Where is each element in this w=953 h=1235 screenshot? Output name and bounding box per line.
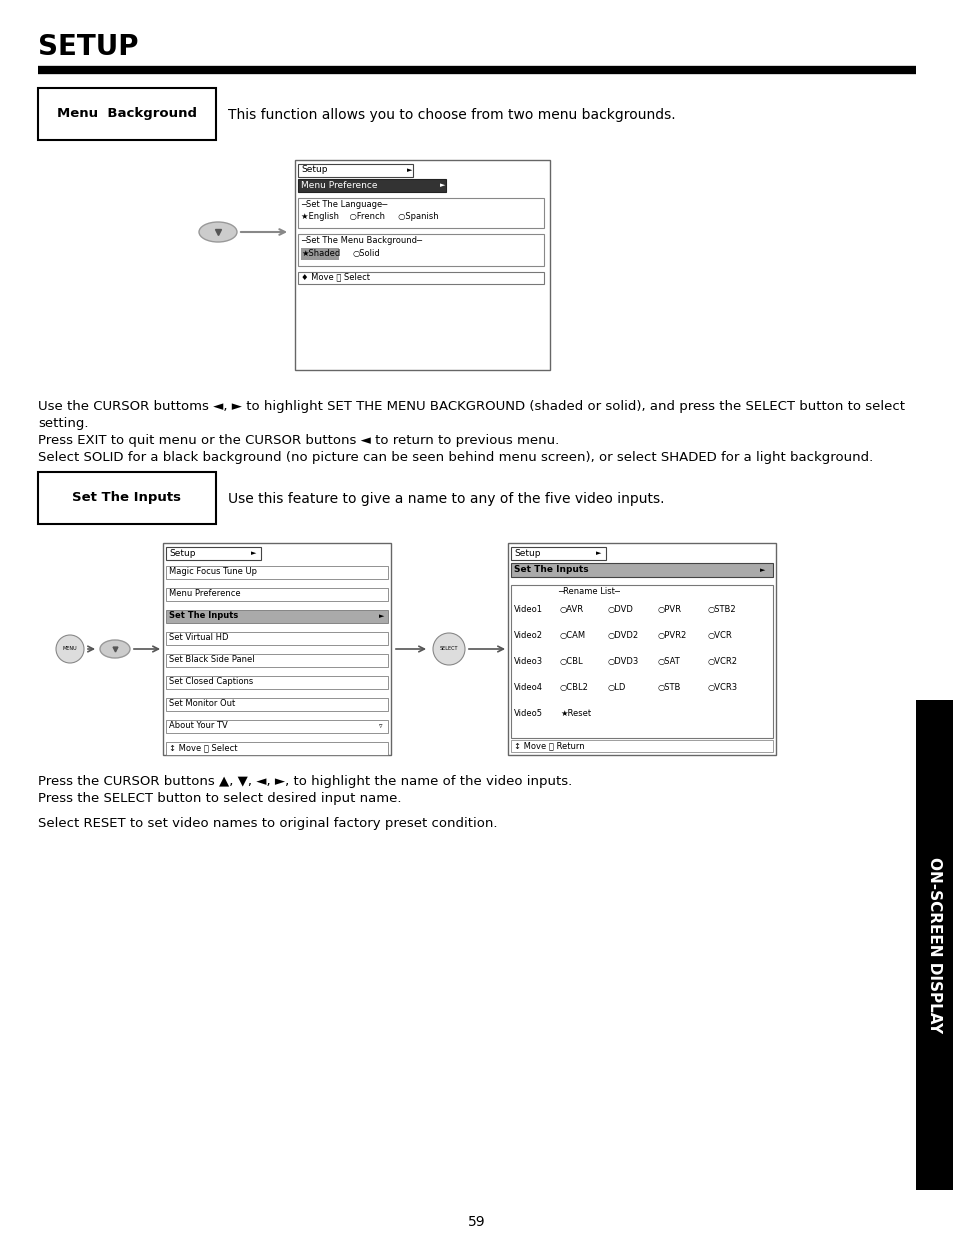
Text: ○LD: ○LD [607,683,626,692]
Text: ─Rename List─: ─Rename List─ [558,587,619,597]
Bar [38,88,215,140]
Text: Select SOLID for a black background (no picture can be seen behind menu screen),: Select SOLID for a black background (no … [38,451,872,464]
Text: Video2: Video2 [514,631,542,640]
Text: ○PVR2: ○PVR2 [658,631,686,640]
Ellipse shape [100,640,130,658]
Text: Set Black Side Panel: Set Black Side Panel [169,656,254,664]
Ellipse shape [199,222,236,242]
Text: 59: 59 [468,1215,485,1229]
Text: Video3: Video3 [514,657,542,666]
Text: Video1: Video1 [514,605,542,614]
Bar [163,543,391,755]
Text: Set Monitor Out: Set Monitor Out [169,699,235,709]
Text: Set Closed Captions: Set Closed Captions [169,678,253,687]
Text: setting.: setting. [38,417,89,430]
Text: Use the CURSOR buttoms ◄, ► to highlight SET THE MENU BACKGROUND (shaded or soli: Use the CURSOR buttoms ◄, ► to highlight… [38,400,904,412]
Bar [297,233,543,266]
Bar [166,698,388,711]
Text: SETUP: SETUP [38,33,138,61]
Text: ►: ► [407,167,412,173]
Text: Menu  Background: Menu Background [57,107,196,121]
Text: Video4: Video4 [514,683,542,692]
Bar [511,563,772,577]
Text: Press EXIT to quit menu or the CURSOR buttons ◄ to return to previous menu.: Press EXIT to quit menu or the CURSOR bu… [38,433,558,447]
Text: ►: ► [251,550,256,556]
Text: Press the CURSOR buttons ▲, ▼, ◄, ►, to highlight the name of the video inputs.: Press the CURSOR buttons ▲, ▼, ◄, ►, to … [38,776,572,788]
Text: ○SAT: ○SAT [658,657,680,666]
Text: ○DVD3: ○DVD3 [607,657,639,666]
Text: ○DVD2: ○DVD2 [607,631,639,640]
Text: SELECT: SELECT [439,646,457,652]
Bar [511,740,772,752]
Text: Press the SELECT button to select desired input name.: Press the SELECT button to select desire… [38,792,401,805]
Text: ○DVD: ○DVD [607,605,633,614]
Text: Use this feature to give a name to any of the five video inputs.: Use this feature to give a name to any o… [228,492,664,506]
Circle shape [433,634,464,664]
Text: ►: ► [596,550,600,556]
Bar [297,272,543,284]
Text: ○AVR: ○AVR [559,605,583,614]
Bar [166,547,261,559]
Bar [511,547,605,559]
Text: ↕ Move Ⓢ Select: ↕ Move Ⓢ Select [169,743,237,752]
Text: ►: ► [439,182,445,188]
Text: ▿: ▿ [378,722,382,729]
Text: Menu Preference: Menu Preference [301,180,377,189]
Bar [166,720,388,734]
Circle shape [56,635,84,663]
Bar [297,198,543,228]
Text: ►: ► [760,567,764,573]
Text: ○VCR2: ○VCR2 [707,657,738,666]
Text: ○CBL2: ○CBL2 [559,683,588,692]
Bar [511,585,772,739]
Bar [166,566,388,579]
Bar [166,632,388,645]
Bar [166,742,388,755]
Text: ★English    ○French     ○Spanish: ★English ○French ○Spanish [301,212,438,221]
Text: ○VCR: ○VCR [707,631,732,640]
Text: Select RESET to set video names to original factory preset condition.: Select RESET to set video names to origi… [38,818,497,830]
Bar [166,610,388,622]
Text: Setup: Setup [514,548,540,557]
Text: Magic Focus Tune Up: Magic Focus Tune Up [169,568,256,577]
Text: Menu Preference: Menu Preference [169,589,240,599]
Text: This function allows you to choose from two menu backgrounds.: This function allows you to choose from … [228,107,675,122]
Text: ★Shaded: ★Shaded [301,249,340,258]
Text: ○CBL: ○CBL [559,657,583,666]
Bar [297,164,413,177]
Text: ♦ Move Ⓢ Select: ♦ Move Ⓢ Select [301,273,370,282]
Text: Set The Inputs: Set The Inputs [72,492,181,505]
Bar [297,179,446,191]
Bar [166,655,388,667]
Text: ─Set The Menu Background─: ─Set The Menu Background─ [301,236,421,245]
Text: ○CAM: ○CAM [559,631,585,640]
Text: MENU: MENU [63,646,77,652]
Text: ○PVR: ○PVR [658,605,681,614]
Bar [507,543,775,755]
Bar [301,248,338,261]
Bar [915,700,953,1191]
Text: Video5: Video5 [514,709,542,718]
Text: Set The Inputs: Set The Inputs [169,611,238,620]
Text: ○VCR3: ○VCR3 [707,683,738,692]
Text: ─Set The Language─: ─Set The Language─ [301,200,387,209]
Bar [38,472,215,524]
Text: Setup: Setup [301,165,327,174]
Text: Set Virtual HD: Set Virtual HD [169,634,229,642]
Text: ○STB2: ○STB2 [707,605,736,614]
Text: ★Reset: ★Reset [559,709,591,718]
Text: About Your TV: About Your TV [169,721,228,730]
Bar [166,676,388,689]
Bar [294,161,550,370]
Text: Setup: Setup [169,548,195,557]
Text: ►: ► [378,613,384,619]
Text: Set The Inputs: Set The Inputs [514,566,588,574]
Text: ↕ Move Ⓢ Return: ↕ Move Ⓢ Return [514,741,584,751]
Text: ON-SCREEN DISPLAY: ON-SCREEN DISPLAY [926,857,942,1032]
Bar [166,588,388,601]
Text: ○STB: ○STB [658,683,680,692]
Text: ○Solid: ○Solid [353,249,380,258]
